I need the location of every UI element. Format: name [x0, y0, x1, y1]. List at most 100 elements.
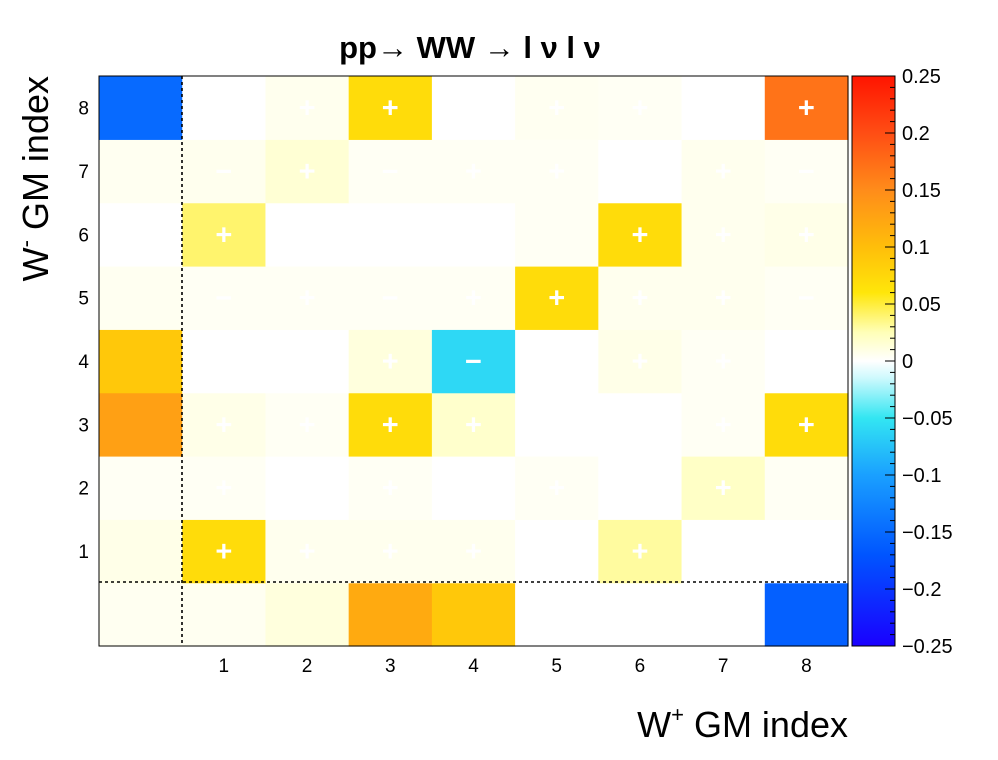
- cell-sign-label: +: [215, 473, 232, 505]
- x-axis-title-base: W: [637, 704, 671, 745]
- heatmap-cell: [681, 76, 766, 140]
- cell-sign-label: −: [382, 283, 399, 315]
- cell-sign-label: +: [631, 283, 648, 315]
- heatmap-cell: [431, 76, 516, 140]
- y-tick-label: 8: [78, 99, 89, 120]
- heatmap-cell: [515, 392, 599, 457]
- cell-sign-label: +: [715, 409, 732, 441]
- heatmap-cell: [99, 202, 183, 267]
- cell-sign-label: −: [215, 156, 232, 188]
- heatmap-cell: [598, 329, 683, 394]
- heatmap-cell: [99, 139, 183, 204]
- heatmap-cell: [515, 202, 599, 267]
- colorbar-tick-label: −0.25: [902, 636, 953, 658]
- y-axis-title-base: W: [15, 247, 56, 281]
- y-tick-label: 5: [78, 289, 89, 310]
- y-axis-ticks: 1 2 3 4 5 6 7 8: [78, 99, 89, 563]
- cell-sign-label: +: [548, 156, 565, 188]
- heatmap-cell: [348, 392, 433, 457]
- heatmap-cell: [598, 519, 683, 584]
- cell-sign-label: +: [715, 156, 732, 188]
- colorbar-tick-label: 0.05: [902, 294, 941, 316]
- cell-sign-label: +: [465, 409, 482, 441]
- heatmap-cell: [764, 456, 849, 520]
- heatmap-cell: [265, 329, 350, 394]
- heatmap-cell: [99, 519, 183, 584]
- heatmap-cell: [348, 76, 433, 140]
- y-axis-title-rest: GM index: [15, 76, 56, 240]
- heatmap-cell: [182, 202, 267, 267]
- heatmap-cell: [99, 392, 183, 457]
- cell-sign-label: −: [798, 156, 815, 188]
- heatmap-cell: [764, 329, 849, 394]
- cell-sign-label: +: [215, 409, 232, 441]
- y-axis-title-superscript: -: [13, 240, 38, 247]
- heatmap-cell: [265, 456, 350, 520]
- heatmap-cell: [681, 582, 766, 647]
- heatmap-cell: [515, 266, 599, 330]
- colorbar-tick-label: −0.2: [902, 579, 941, 601]
- cell-sign-label: +: [465, 156, 482, 188]
- heatmap-cell: [265, 76, 350, 140]
- heatmap-cell: [764, 139, 849, 204]
- heatmap-cell: [265, 139, 350, 204]
- heatmap-cell: [515, 582, 599, 647]
- heatmap-cell: [681, 392, 766, 457]
- colorbar-tick-label: −0.05: [902, 408, 953, 430]
- cell-sign-label: +: [715, 283, 732, 315]
- heatmap-cell: [598, 202, 683, 267]
- heatmap-cell: [515, 76, 599, 140]
- heatmap-cell: [764, 76, 849, 140]
- y-tick-label: 7: [78, 162, 89, 183]
- cell-sign-label: +: [465, 536, 482, 568]
- cell-sign-label: −: [382, 156, 399, 188]
- cell-sign-label: +: [382, 536, 399, 568]
- x-axis-ticks: 1 2 3 4 5 6 7 8: [219, 656, 812, 677]
- chart-title: pp→ WW → l ν l ν: [339, 30, 601, 65]
- heatmap-cell: [348, 329, 433, 394]
- heatmap-cell: [681, 329, 766, 394]
- heatmap-cell: [182, 582, 267, 647]
- colorbar-tick-label: −0.15: [902, 522, 953, 544]
- heatmap-cell: [681, 139, 766, 204]
- colorbar-tick-label: 0.15: [902, 180, 941, 202]
- heatmap-cell: [431, 139, 516, 204]
- cell-sign-label: +: [715, 473, 732, 505]
- heatmap-cell: [348, 519, 433, 584]
- heatmap-cell: [182, 456, 267, 520]
- cell-sign-label: +: [548, 473, 565, 505]
- heatmap-cell: [348, 139, 433, 204]
- heatmap-cell: [99, 582, 183, 647]
- x-tick-label: 5: [551, 656, 562, 677]
- heatmap-cell: [182, 329, 267, 394]
- heatmap-cells: [99, 76, 849, 647]
- x-axis-title: W+ GM index: [637, 702, 848, 745]
- heatmap-cell: [598, 139, 683, 204]
- heatmap-cell: [99, 76, 183, 140]
- heatmap-cell: [764, 202, 849, 267]
- heatmap-cell: [515, 329, 599, 394]
- cell-sign-label: +: [548, 93, 565, 125]
- heatmap-cell: [431, 329, 516, 394]
- heatmap-cell: [598, 76, 683, 140]
- cell-sign-label: +: [465, 283, 482, 315]
- heatmap-cell: [764, 582, 849, 647]
- x-axis-title-superscript: +: [671, 702, 684, 727]
- colorbar-tick-label: 0: [902, 351, 913, 373]
- cell-sign-label: +: [631, 93, 648, 125]
- cell-sign-label: +: [382, 93, 399, 125]
- heatmap-cell: [348, 202, 433, 267]
- heatmap-cell: [515, 519, 599, 584]
- heatmap-cell: [598, 392, 683, 457]
- heatmap-cell: [348, 582, 433, 647]
- cell-sign-label: +: [299, 283, 316, 315]
- cell-sign-label: −: [465, 346, 482, 378]
- cell-sign-label: +: [715, 346, 732, 378]
- heatmap-cell: [431, 456, 516, 520]
- cell-sign-label: +: [798, 409, 815, 441]
- y-tick-label: 2: [78, 479, 89, 500]
- cell-sign-label: +: [382, 346, 399, 378]
- heatmap-cell: [598, 456, 683, 520]
- x-axis-title-rest: GM index: [684, 704, 848, 745]
